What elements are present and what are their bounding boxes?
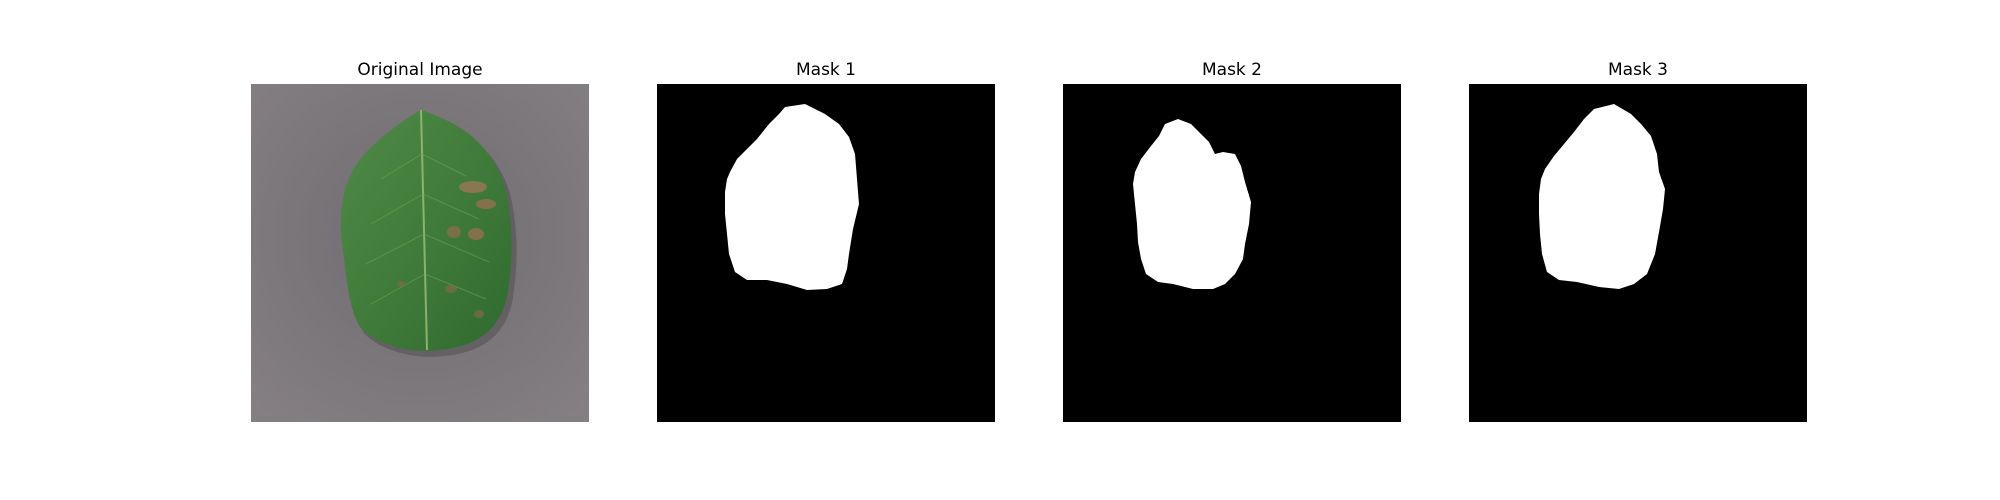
leaf-shape	[340, 110, 512, 351]
mask-2-region	[1133, 119, 1251, 289]
mask-3-region	[1539, 104, 1665, 289]
mask-2	[1063, 84, 1401, 422]
original-image	[251, 84, 589, 422]
mask-3	[1469, 84, 1807, 422]
panel-title-original: Original Image	[357, 60, 483, 80]
panel-title-mask-2: Mask 2	[1201, 60, 1262, 80]
mask-1	[657, 84, 995, 422]
panel-title-mask-1: Mask 1	[795, 60, 856, 80]
panel-title-mask-3: Mask 3	[1607, 60, 1668, 80]
mask-1-region	[725, 104, 859, 290]
